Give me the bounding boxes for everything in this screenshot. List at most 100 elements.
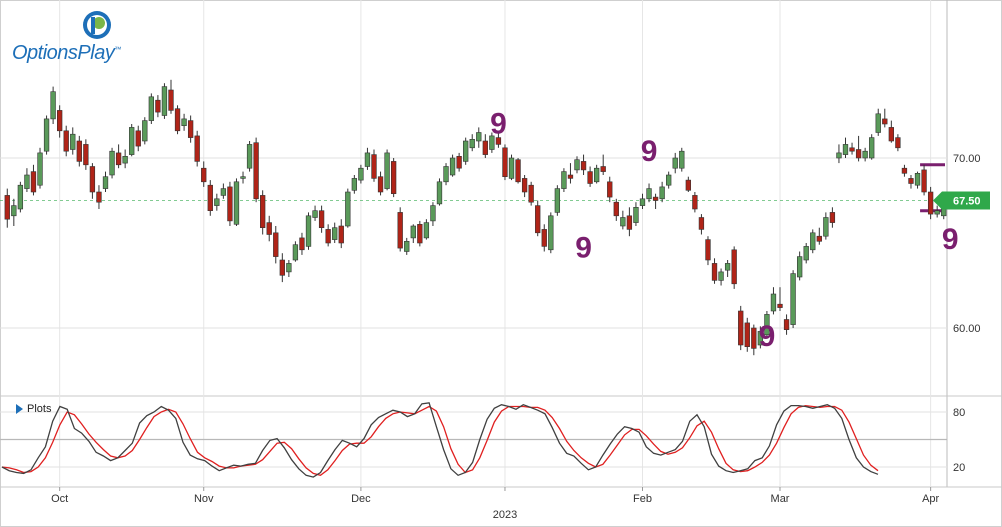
candle-up — [436, 181, 443, 205]
plots-toggle[interactable]: Plots — [16, 403, 51, 415]
price-tick-label: 70.00 — [953, 153, 981, 165]
candle-up — [934, 210, 940, 215]
candle-down — [96, 191, 102, 203]
candle-down — [927, 191, 934, 215]
count-label-nine: 9 — [759, 320, 776, 353]
candle-up — [757, 331, 764, 346]
candle-up — [666, 174, 672, 186]
osc-tick-label: 20 — [953, 462, 965, 474]
candle-down — [685, 179, 691, 191]
candle-down — [711, 263, 718, 281]
candle-down — [777, 303, 783, 308]
axes: 60.00 70.00 20 80 67.50 Oct Nov Dec 2023 Feb Mar Ap… — [51, 153, 990, 521]
month-label: Oct — [51, 493, 68, 505]
candle-up — [679, 150, 685, 169]
candle-down — [417, 224, 423, 244]
candle-down — [253, 142, 259, 200]
candle-up — [404, 241, 410, 252]
osc-tick-label: 80 — [953, 407, 965, 419]
candle-down — [901, 167, 908, 174]
candle-up — [246, 144, 253, 169]
month-label: Apr — [922, 493, 939, 505]
candle-down — [495, 137, 502, 145]
candle-down — [535, 205, 541, 234]
candle-up — [803, 246, 809, 261]
candle-up — [561, 171, 567, 189]
candle-up — [476, 132, 482, 142]
candle-down — [731, 249, 737, 285]
candle-up — [823, 217, 829, 237]
candle-down — [829, 212, 836, 223]
candle-down — [115, 152, 122, 166]
candle-up — [11, 205, 17, 217]
candle-up — [593, 167, 600, 183]
candle-down — [855, 149, 862, 159]
candle-down — [751, 327, 757, 349]
candle-down — [187, 120, 194, 138]
candle-down — [279, 259, 285, 276]
candle-down — [521, 178, 528, 193]
price-candles — [4, 79, 947, 356]
candle-down — [273, 232, 279, 257]
candle-down — [89, 166, 96, 193]
candle-up — [148, 96, 155, 121]
candle-up — [770, 293, 777, 312]
candle-up — [914, 173, 921, 186]
last-price-tag — [933, 191, 990, 210]
candle-down — [908, 178, 914, 184]
candle-up — [122, 156, 128, 164]
oscillator-panel — [1, 402, 879, 478]
candle-down — [135, 130, 141, 147]
candle-up — [181, 118, 187, 127]
candle-down — [580, 161, 587, 171]
candle-up — [37, 152, 43, 186]
candle-up — [875, 113, 881, 133]
candle-down — [783, 319, 790, 330]
candle-down — [371, 154, 377, 179]
candle-down — [692, 195, 698, 210]
candle-up — [810, 232, 816, 251]
candle-up — [718, 271, 724, 281]
month-label: Dec — [351, 493, 371, 505]
candle-up — [790, 273, 796, 325]
candle-up — [449, 157, 456, 176]
candle-down — [4, 195, 10, 220]
candle-down — [397, 212, 403, 249]
candle-up — [43, 118, 50, 152]
candle-up — [17, 184, 24, 210]
candle-up — [469, 139, 475, 149]
candle-down — [515, 159, 521, 183]
plots-label: Plots — [27, 403, 52, 415]
candle-up — [620, 217, 626, 227]
candle-up — [423, 222, 430, 239]
candle-up — [836, 152, 842, 159]
optionsplay-logo: OptionsPlay™ — [12, 10, 122, 70]
candle-up — [764, 314, 770, 336]
fast-line — [1, 402, 879, 478]
last-price-label: 67.50 — [953, 196, 981, 208]
month-label: Feb — [633, 493, 652, 505]
candle-down — [30, 171, 37, 193]
candle-up — [489, 135, 495, 150]
candle-up — [142, 120, 148, 142]
candle-up — [430, 205, 436, 222]
candle-up — [364, 152, 371, 167]
candle-down — [502, 147, 508, 178]
candle-up — [233, 181, 240, 225]
candle-down — [816, 235, 822, 242]
candle-down — [260, 195, 266, 228]
candle-up — [50, 91, 56, 120]
candle-down — [626, 215, 633, 230]
candle-up — [443, 166, 449, 183]
logo-wordmark: OptionsPlay™ — [12, 42, 121, 64]
count-label-nine: 9 — [641, 135, 658, 168]
candle-up — [410, 225, 416, 239]
candle-down — [698, 217, 705, 230]
month-label: Nov — [194, 493, 214, 505]
candle-down — [155, 99, 161, 113]
candle-down — [456, 156, 462, 169]
candle-down — [613, 201, 619, 217]
count-label-nine: 9 — [942, 223, 959, 256]
candle-down — [600, 166, 606, 172]
